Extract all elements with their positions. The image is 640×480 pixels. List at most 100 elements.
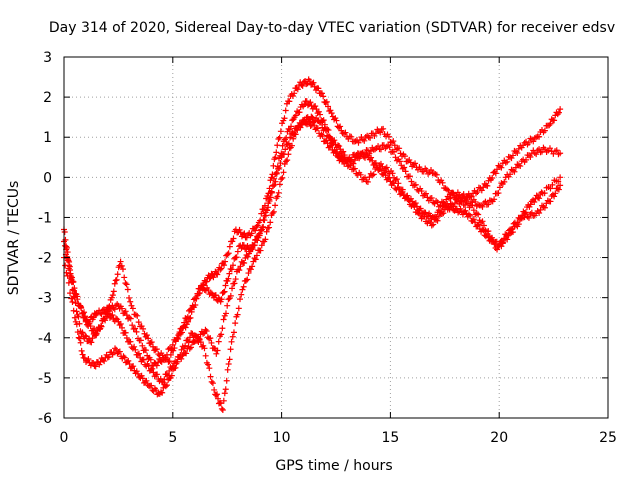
data-point: [482, 198, 489, 205]
data-point: [224, 366, 231, 373]
data-point: [318, 119, 325, 126]
data-point: [402, 168, 409, 175]
data-point: [208, 339, 215, 346]
data-point: [61, 242, 68, 249]
data-point: [252, 256, 259, 263]
data-point: [222, 258, 229, 265]
data-point: [391, 148, 398, 155]
data-point: [303, 98, 310, 105]
data-point: [310, 79, 317, 86]
data-point: [224, 251, 231, 258]
data-point: [541, 204, 548, 211]
data-point: [517, 163, 524, 170]
x-tick-label: 15: [381, 430, 399, 446]
data-point: [240, 242, 247, 249]
data-point: [232, 276, 239, 283]
data-point: [182, 324, 189, 331]
data-point: [557, 182, 564, 189]
data-point: [403, 193, 410, 200]
data-point: [334, 142, 341, 149]
data-point: [536, 195, 543, 202]
y-tick-label: 1: [43, 130, 52, 146]
data-point: [457, 205, 464, 212]
data-point: [320, 93, 327, 100]
data-point: [207, 373, 214, 380]
data-point: [145, 335, 152, 342]
data-point: [213, 270, 220, 277]
data-point: [134, 312, 141, 319]
data-point: [73, 321, 80, 328]
data-point: [382, 172, 389, 179]
data-point: [187, 306, 194, 313]
data-point: [511, 168, 518, 175]
data-point: [449, 189, 456, 196]
data-point: [93, 330, 100, 337]
data-point: [220, 316, 227, 323]
data-point: [276, 134, 283, 141]
data-point: [507, 171, 514, 178]
series-track-1: [61, 76, 564, 369]
data-point: [465, 211, 472, 218]
data-point: [168, 365, 175, 372]
data-point: [266, 224, 273, 231]
data-point: [462, 207, 469, 214]
data-point: [508, 226, 515, 233]
data-point: [272, 178, 279, 185]
data-point: [270, 162, 277, 169]
data-point: [196, 335, 203, 342]
data-point: [109, 292, 116, 299]
data-point: [215, 395, 222, 402]
data-point: [484, 182, 491, 189]
y-tick-label: -6: [38, 411, 52, 427]
data-point: [112, 315, 119, 322]
data-point: [496, 184, 503, 191]
data-point: [367, 134, 374, 141]
data-point: [206, 365, 213, 372]
data-point: [443, 196, 450, 203]
data-point: [547, 120, 554, 127]
data-point: [325, 103, 332, 110]
data-point: [438, 207, 445, 214]
data-point: [186, 345, 193, 352]
data-point: [131, 343, 138, 350]
data-point: [163, 382, 170, 389]
data-point: [254, 222, 261, 229]
data-point: [143, 332, 150, 339]
data-point: [272, 154, 279, 161]
x-tick-label: 5: [168, 430, 177, 446]
data-point: [270, 183, 277, 190]
data-point: [455, 209, 462, 216]
data-point: [480, 227, 487, 234]
data-point: [169, 341, 176, 348]
data-point: [184, 314, 191, 321]
data-point: [206, 275, 213, 282]
data-point: [447, 195, 454, 202]
data-point: [77, 303, 84, 310]
data-point: [547, 185, 554, 192]
data-point: [187, 314, 194, 321]
data-point: [496, 242, 503, 249]
data-point: [65, 279, 72, 286]
data-point: [211, 386, 218, 393]
data-point: [241, 260, 248, 267]
data-point: [149, 365, 156, 372]
data-point: [167, 351, 174, 358]
data-point: [262, 236, 269, 243]
data-point: [163, 371, 170, 378]
data-point: [530, 138, 537, 145]
data-point: [289, 92, 296, 99]
data-point: [546, 145, 553, 152]
data-point: [138, 372, 145, 379]
data-point: [276, 165, 283, 172]
data-point: [260, 206, 267, 213]
data-point: [76, 303, 83, 310]
data-point: [555, 109, 562, 116]
data-point: [326, 143, 333, 150]
data-point: [249, 246, 256, 253]
data-point: [266, 185, 273, 192]
data-point: [286, 126, 293, 133]
data-point: [536, 210, 543, 217]
data-point: [77, 339, 84, 346]
data-point: [527, 201, 534, 208]
data-point: [117, 320, 124, 327]
